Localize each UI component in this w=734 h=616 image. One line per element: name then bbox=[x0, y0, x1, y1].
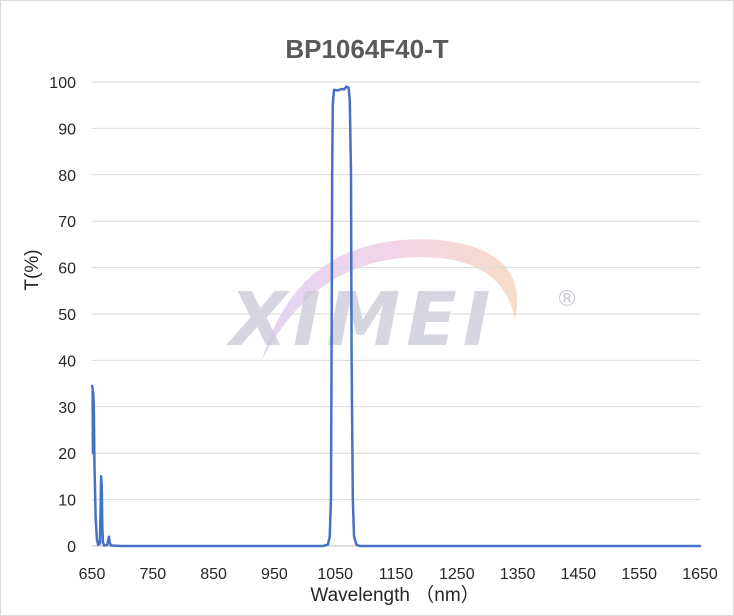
y-axis-label: T(%) bbox=[22, 249, 43, 290]
y-tick-label: 70 bbox=[58, 214, 76, 231]
x-tick-label: 1150 bbox=[379, 566, 414, 583]
y-tick-label: 50 bbox=[58, 307, 76, 324]
x-tick-label: 1650 bbox=[682, 566, 718, 583]
x-tick-label: 1450 bbox=[561, 566, 597, 583]
chart-title: BP1064F40-T bbox=[285, 34, 448, 64]
watermark-swoosh bbox=[262, 239, 518, 360]
x-tick-label: 1050 bbox=[317, 566, 353, 583]
x-tick-label: 950 bbox=[261, 566, 288, 583]
x-tick-labels: 650 750 850 950 1050 1150 1250 1350 1450 1550 1650 bbox=[79, 566, 718, 583]
y-tick-label: 20 bbox=[58, 446, 76, 463]
x-tick-label: 1550 bbox=[621, 566, 657, 583]
y-tick-label: 40 bbox=[58, 353, 76, 370]
x-tick-label: 1350 bbox=[500, 566, 536, 583]
x-tick-label: 650 bbox=[79, 566, 106, 583]
series-line-transmission bbox=[90, 85, 702, 548]
y-tick-label: 60 bbox=[58, 261, 76, 278]
gridlines bbox=[92, 81, 700, 547]
watermark-registered-mark: ® bbox=[556, 287, 578, 312]
y-tick-label: 100 bbox=[49, 75, 76, 92]
series-group bbox=[90, 85, 702, 548]
y-tick-label: 0 bbox=[67, 539, 76, 556]
y-tick-label: 10 bbox=[58, 493, 76, 510]
watermark-text: XIMEI bbox=[226, 277, 496, 363]
x-tick-label: 850 bbox=[200, 566, 227, 583]
x-tick-label: 750 bbox=[139, 566, 166, 583]
y-tick-label: 90 bbox=[58, 121, 76, 138]
watermark: XIMEI ® bbox=[226, 239, 578, 363]
x-axis-label: Wavelength （nm） bbox=[310, 584, 479, 606]
y-tick-labels: 0 10 20 30 40 50 60 70 80 90 100 bbox=[49, 75, 76, 556]
x-tick-label: 1250 bbox=[439, 566, 475, 583]
y-tick-label: 30 bbox=[58, 400, 76, 417]
y-tick-label: 80 bbox=[58, 168, 76, 185]
